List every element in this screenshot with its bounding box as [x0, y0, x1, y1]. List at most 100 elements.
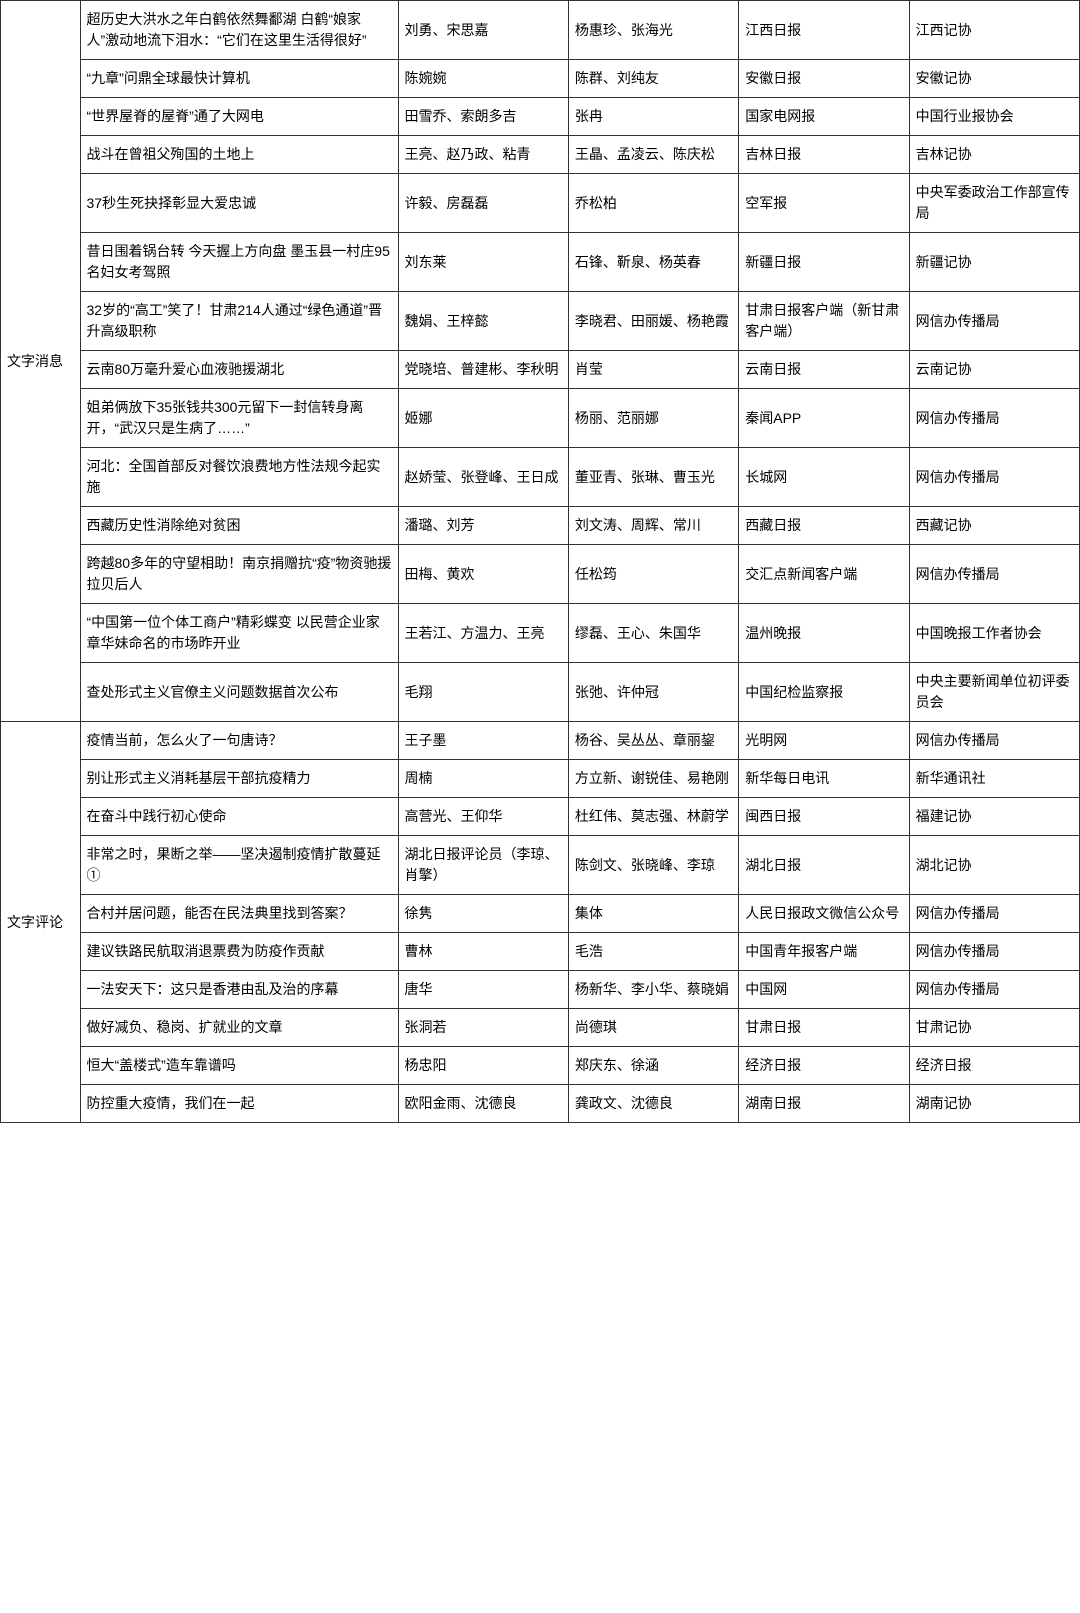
author-cell: 姬娜: [398, 389, 568, 448]
author-cell: 徐隽: [398, 895, 568, 933]
author-cell: 王亮、赵乃政、粘青: [398, 136, 568, 174]
category-cell: 文字消息: [1, 1, 81, 722]
publisher-cell: 经济日报: [739, 1047, 909, 1085]
editor-cell: 张冉: [568, 98, 738, 136]
table-row: 云南80万毫升爱心血液驰援湖北党晓培、普建彬、李秋明肖莹云南日报云南记协: [1, 351, 1080, 389]
title-cell: 疫情当前，怎么火了一句唐诗？: [80, 722, 398, 760]
publisher-cell: 秦闻APP: [739, 389, 909, 448]
recommender-cell: 安徽记协: [909, 60, 1079, 98]
author-cell: 唐华: [398, 971, 568, 1009]
table-row: 西藏历史性消除绝对贫困潘璐、刘芳刘文涛、周辉、常川西藏日报西藏记协: [1, 507, 1080, 545]
recommender-cell: 网信办传播局: [909, 448, 1079, 507]
author-cell: 赵娇莹、张登峰、王日成: [398, 448, 568, 507]
recommender-cell: 经济日报: [909, 1047, 1079, 1085]
table-row: “九章”问鼎全球最快计算机陈婉婉陈群、刘纯友安徽日报安徽记协: [1, 60, 1080, 98]
title-cell: 在奋斗中践行初心使命: [80, 798, 398, 836]
title-cell: 合村并居问题，能否在民法典里找到答案？: [80, 895, 398, 933]
title-cell: 非常之时，果断之举——坚决遏制疫情扩散蔓延①: [80, 836, 398, 895]
table-row: 防控重大疫情，我们在一起欧阳金雨、沈德良龚政文、沈德良湖南日报湖南记协: [1, 1085, 1080, 1123]
publisher-cell: 交汇点新闻客户端: [739, 545, 909, 604]
title-cell: 跨越80多年的守望相助！南京捐赠抗“疫”物资驰援拉贝后人: [80, 545, 398, 604]
table-row: 非常之时，果断之举——坚决遏制疫情扩散蔓延①湖北日报评论员（李琼、肖擎）陈剑文、…: [1, 836, 1080, 895]
recommender-cell: 中国晚报工作者协会: [909, 604, 1079, 663]
recommender-cell: 网信办传播局: [909, 722, 1079, 760]
table-row: 做好减负、稳岗、扩就业的文章张洞若尚德琪甘肃日报甘肃记协: [1, 1009, 1080, 1047]
editor-cell: 杜红伟、莫志强、林蔚学: [568, 798, 738, 836]
title-cell: 战斗在曾祖父殉国的土地上: [80, 136, 398, 174]
author-cell: 曹林: [398, 933, 568, 971]
publisher-cell: 中国纪检监察报: [739, 663, 909, 722]
recommender-cell: 云南记协: [909, 351, 1079, 389]
editor-cell: 任松筠: [568, 545, 738, 604]
publisher-cell: 安徽日报: [739, 60, 909, 98]
awards-table: 文字消息超历史大洪水之年白鹤依然舞鄱湖 白鹤“娘家人”激动地流下泪水：“它们在这…: [0, 0, 1080, 1123]
editor-cell: 张弛、许仲冠: [568, 663, 738, 722]
table-row: 在奋斗中践行初心使命高营光、王仰华杜红伟、莫志强、林蔚学闽西日报福建记协: [1, 798, 1080, 836]
author-cell: 湖北日报评论员（李琼、肖擎）: [398, 836, 568, 895]
title-cell: 做好减负、稳岗、扩就业的文章: [80, 1009, 398, 1047]
author-cell: 许毅、房磊磊: [398, 174, 568, 233]
recommender-cell: 网信办传播局: [909, 895, 1079, 933]
table-row: 昔日围着锅台转 今天握上方向盘 墨玉县一村庄95名妇女考驾照刘东莱石锋、靳泉、杨…: [1, 233, 1080, 292]
recommender-cell: 西藏记协: [909, 507, 1079, 545]
editor-cell: 杨谷、吴丛丛、章丽鋆: [568, 722, 738, 760]
title-cell: 云南80万毫升爱心血液驰援湖北: [80, 351, 398, 389]
title-cell: 河北：全国首部反对餐饮浪费地方性法规今起实施: [80, 448, 398, 507]
editor-cell: 肖莹: [568, 351, 738, 389]
publisher-cell: 闽西日报: [739, 798, 909, 836]
publisher-cell: 国家电网报: [739, 98, 909, 136]
title-cell: 姐弟俩放下35张钱共300元留下一封信转身离开，“武汉只是生病了……”: [80, 389, 398, 448]
recommender-cell: 新疆记协: [909, 233, 1079, 292]
author-cell: 欧阳金雨、沈德良: [398, 1085, 568, 1123]
publisher-cell: 湖北日报: [739, 836, 909, 895]
editor-cell: 陈剑文、张晓峰、李琼: [568, 836, 738, 895]
publisher-cell: 新华每日电讯: [739, 760, 909, 798]
table-row: 37秒生死抉择彰显大爱忠诚许毅、房磊磊乔松柏空军报中央军委政治工作部宣传局: [1, 174, 1080, 233]
recommender-cell: 江西记协: [909, 1, 1079, 60]
title-cell: 别让形式主义消耗基层干部抗疫精力: [80, 760, 398, 798]
editor-cell: 方立新、谢锐佳、易艳刚: [568, 760, 738, 798]
author-cell: 潘璐、刘芳: [398, 507, 568, 545]
publisher-cell: 西藏日报: [739, 507, 909, 545]
title-cell: 查处形式主义官僚主义问题数据首次公布: [80, 663, 398, 722]
recommender-cell: 福建记协: [909, 798, 1079, 836]
publisher-cell: 吉林日报: [739, 136, 909, 174]
recommender-cell: 网信办传播局: [909, 389, 1079, 448]
recommender-cell: 湖南记协: [909, 1085, 1079, 1123]
publisher-cell: 江西日报: [739, 1, 909, 60]
title-cell: 西藏历史性消除绝对贫困: [80, 507, 398, 545]
title-cell: 恒大“盖楼式”造车靠谱吗: [80, 1047, 398, 1085]
editor-cell: 董亚青、张琳、曹玉光: [568, 448, 738, 507]
author-cell: 陈婉婉: [398, 60, 568, 98]
author-cell: 田雪乔、索朗多吉: [398, 98, 568, 136]
recommender-cell: 网信办传播局: [909, 545, 1079, 604]
publisher-cell: 云南日报: [739, 351, 909, 389]
author-cell: 张洞若: [398, 1009, 568, 1047]
table-row: 姐弟俩放下35张钱共300元留下一封信转身离开，“武汉只是生病了……”姬娜杨丽、…: [1, 389, 1080, 448]
table-row: 别让形式主义消耗基层干部抗疫精力周楠方立新、谢锐佳、易艳刚新华每日电讯新华通讯社: [1, 760, 1080, 798]
recommender-cell: 网信办传播局: [909, 292, 1079, 351]
author-cell: 魏娟、王梓懿: [398, 292, 568, 351]
editor-cell: 杨丽、范丽娜: [568, 389, 738, 448]
publisher-cell: 中国青年报客户端: [739, 933, 909, 971]
recommender-cell: 网信办传播局: [909, 933, 1079, 971]
author-cell: 杨忠阳: [398, 1047, 568, 1085]
publisher-cell: 甘肃日报: [739, 1009, 909, 1047]
title-cell: 防控重大疫情，我们在一起: [80, 1085, 398, 1123]
publisher-cell: 中国网: [739, 971, 909, 1009]
recommender-cell: 中国行业报协会: [909, 98, 1079, 136]
title-cell: 超历史大洪水之年白鹤依然舞鄱湖 白鹤“娘家人”激动地流下泪水：“它们在这里生活得…: [80, 1, 398, 60]
publisher-cell: 人民日报政文微信公众号: [739, 895, 909, 933]
recommender-cell: 吉林记协: [909, 136, 1079, 174]
category-cell: 文字评论: [1, 722, 81, 1123]
editor-cell: 尚德琪: [568, 1009, 738, 1047]
author-cell: 王若江、方温力、王亮: [398, 604, 568, 663]
table-row: 文字评论疫情当前，怎么火了一句唐诗？王子墨杨谷、吴丛丛、章丽鋆光明网网信办传播局: [1, 722, 1080, 760]
title-cell: 32岁的“高工”笑了！甘肃214人通过“绿色通道”晋升高级职称: [80, 292, 398, 351]
editor-cell: 毛浩: [568, 933, 738, 971]
recommender-cell: 中央军委政治工作部宣传局: [909, 174, 1079, 233]
recommender-cell: 新华通讯社: [909, 760, 1079, 798]
table-row: 合村并居问题，能否在民法典里找到答案？徐隽集体人民日报政文微信公众号网信办传播局: [1, 895, 1080, 933]
publisher-cell: 长城网: [739, 448, 909, 507]
publisher-cell: 甘肃日报客户端（新甘肃客户端）: [739, 292, 909, 351]
